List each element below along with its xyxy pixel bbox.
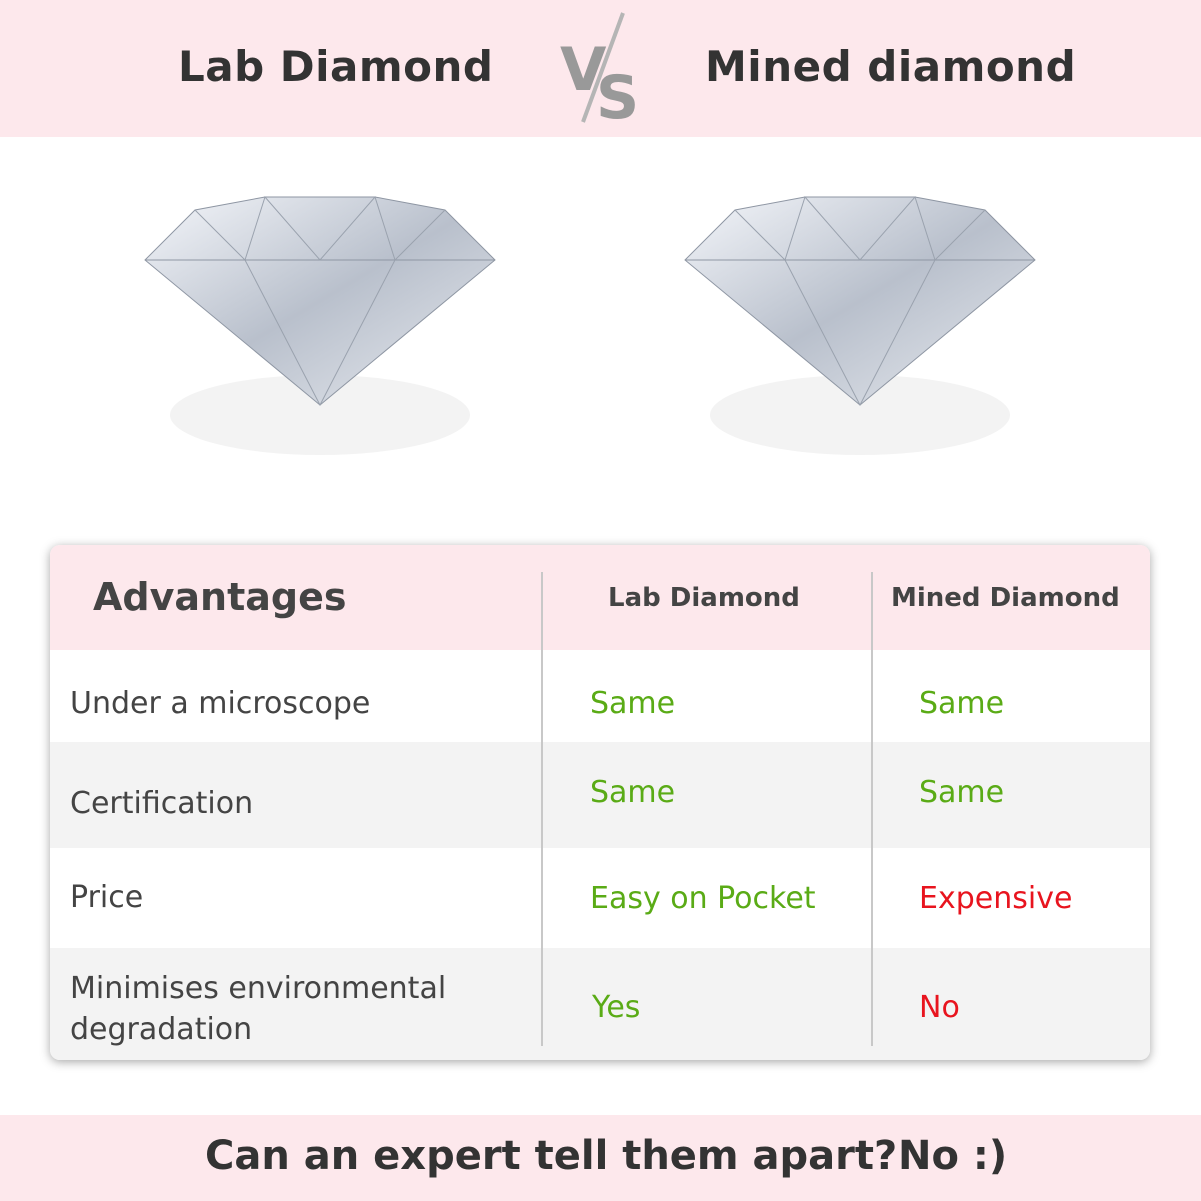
lab-value: Same xyxy=(590,775,676,810)
footer-question: Can an expert tell them apart? xyxy=(205,1133,898,1179)
table-row: Certification Same Same xyxy=(50,742,1150,848)
mined-value: Same xyxy=(919,775,1005,810)
row-label: Under a microscope xyxy=(70,686,371,721)
vs-logo: V S xyxy=(560,12,639,125)
row-label: Minimises environmental degradation xyxy=(70,971,447,1047)
lab-diamond-image xyxy=(144,196,496,455)
table-row: Price Easy on Pocket Expensive xyxy=(50,848,1150,948)
mined-value: Same xyxy=(919,686,1005,721)
svg-text:V: V xyxy=(560,35,607,105)
column-divider xyxy=(871,572,873,1046)
footer-answer: No :) xyxy=(898,1133,1008,1179)
svg-text:S: S xyxy=(596,63,639,125)
table-row: Minimises environmental degradation Yes … xyxy=(50,948,1150,1060)
footer-band xyxy=(0,1115,1201,1201)
row-label: Certification xyxy=(70,786,254,821)
header-mined-diamond: Mined Diamond xyxy=(891,583,1120,613)
mined-value: No xyxy=(919,990,960,1025)
lab-value: Yes xyxy=(592,990,641,1025)
row-label: Price xyxy=(70,880,144,915)
lab-value: Same xyxy=(590,686,676,721)
comparison-table: Advantages Lab Diamond Mined Diamond Und… xyxy=(50,545,1150,1060)
table-row: Under a microscope Same Same xyxy=(50,650,1150,742)
table-header-row: Advantages Lab Diamond Mined Diamond xyxy=(50,545,1150,650)
lab-diamond-title: Lab Diamond xyxy=(178,42,494,91)
mined-value: Expensive xyxy=(919,881,1073,916)
header-lab-diamond: Lab Diamond xyxy=(608,583,800,613)
header-band: Lab Diamond V S Mined diamond xyxy=(0,0,1201,137)
mined-diamond-title: Mined diamond xyxy=(705,42,1077,91)
header-advantages: Advantages xyxy=(93,575,347,619)
column-divider xyxy=(541,572,543,1046)
mined-diamond-image xyxy=(684,196,1036,455)
lab-value: Easy on Pocket xyxy=(590,881,816,916)
